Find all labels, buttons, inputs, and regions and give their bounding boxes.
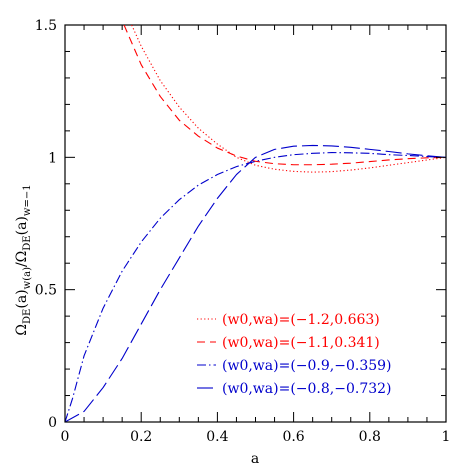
x-tick-label: 0.8 xyxy=(359,429,381,445)
ticks-group xyxy=(64,24,447,423)
x-tick-label: 0.6 xyxy=(282,429,304,445)
series-line-1 xyxy=(131,25,446,173)
y-tick-label: 0 xyxy=(48,415,57,431)
legend: (w0,wa)=(−1.2,0.663) (w0,wa)=(−1.1,0.341)… xyxy=(197,312,392,397)
tick-labels-group: 0 0.2 0.4 0.6 0.8 1 0 0.5 1 1.5 xyxy=(35,18,451,445)
legend-label-1: (w0,wa)=(−1.2,0.663) xyxy=(222,312,380,328)
legend-label-2: (w0,wa)=(−1.1,0.341) xyxy=(222,335,380,351)
legend-label-3: (w0,wa)=(−0.9,−0.359) xyxy=(222,358,392,374)
curves-group xyxy=(65,25,446,422)
x-tick-label: 1 xyxy=(442,429,451,445)
x-axis-label: a xyxy=(251,451,259,467)
y-axis-label: ΩDE(a)w(a)/ΩDE(a)w=−1 xyxy=(14,184,33,335)
x-tick-label: 0.2 xyxy=(130,429,152,445)
x-tick-label: 0 xyxy=(61,429,70,445)
y-tick-label: 1.5 xyxy=(35,18,57,34)
series-line-3 xyxy=(65,152,446,422)
series-line-4 xyxy=(65,144,446,422)
svg-text:ΩDE(a)w(a)/ΩDE(a)w=−1: ΩDE(a)w(a)/ΩDE(a)w=−1 xyxy=(14,184,33,335)
x-tick-label: 0.4 xyxy=(206,429,228,445)
series-line-2 xyxy=(123,25,446,166)
legend-label-4: (w0,wa)=(−0.8,−0.732) xyxy=(222,381,392,397)
y-tick-label: 1 xyxy=(48,150,57,166)
y-tick-label: 0.5 xyxy=(35,283,57,299)
